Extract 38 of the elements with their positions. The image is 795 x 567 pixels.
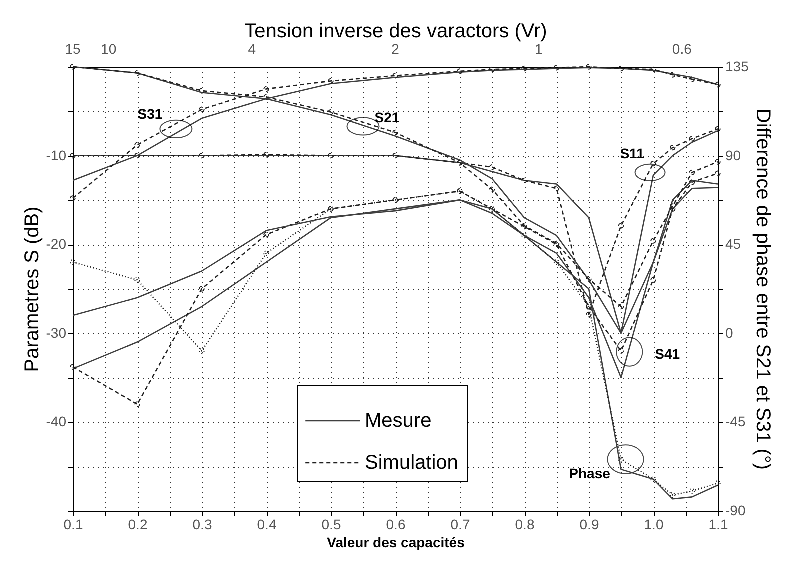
y-tick-label: -40 <box>46 414 67 430</box>
x-tick-label: 0.9 <box>580 516 600 532</box>
annotation: Phase <box>569 465 611 482</box>
text: 0.6 <box>672 41 692 57</box>
y2-tick-label: 135 <box>726 58 750 74</box>
y-tick-label: -20 <box>46 236 67 252</box>
y-tick-label: -10 <box>46 147 67 164</box>
annotation: S21 <box>374 109 400 126</box>
legend-label: Simulation <box>365 452 458 474</box>
annotation: S11 <box>620 146 645 162</box>
x2-axis-title: Tension inverse des varactors (Vr) <box>244 20 548 42</box>
x-tick-label: 1.1 <box>708 516 728 532</box>
y2-axis-title: Difference de phase entre S21 et S31 (°) <box>752 108 774 470</box>
annotation: S41 <box>655 346 680 362</box>
text: 1 <box>534 41 543 57</box>
legend-label: Mesure <box>365 410 432 432</box>
annotation: S31 <box>138 106 163 122</box>
x-tick-label: 0.5 <box>322 516 342 532</box>
x-tick-label: 0.7 <box>450 516 470 532</box>
text: 4 <box>248 41 256 57</box>
x-tick-label: 0.2 <box>128 516 148 532</box>
y2-tick-label: -90 <box>726 502 746 518</box>
x-tick-label: 0.3 <box>192 516 212 532</box>
text: 15 <box>65 41 81 57</box>
y2-tick-label: 45 <box>726 236 742 252</box>
y2-tick-label: 0 <box>726 324 734 341</box>
y2-tick-label: 90 <box>726 147 742 164</box>
x-tick-label: 1.0 <box>644 516 664 532</box>
x-tick-label: 0.8 <box>515 516 535 532</box>
x-tick-label: 0.1 <box>64 516 84 532</box>
x-axis-title: Valeur des capacités <box>327 534 466 550</box>
text: 2 <box>392 41 400 57</box>
text: 10 <box>101 41 117 57</box>
x-tick-label: 0.6 <box>386 516 406 532</box>
x-tick-label: 0.4 <box>257 516 277 532</box>
y-axis-title: Parametres S (dB) <box>21 206 44 372</box>
y2-tick-label: -45 <box>726 414 746 430</box>
y-tick-label: -30 <box>46 324 67 341</box>
